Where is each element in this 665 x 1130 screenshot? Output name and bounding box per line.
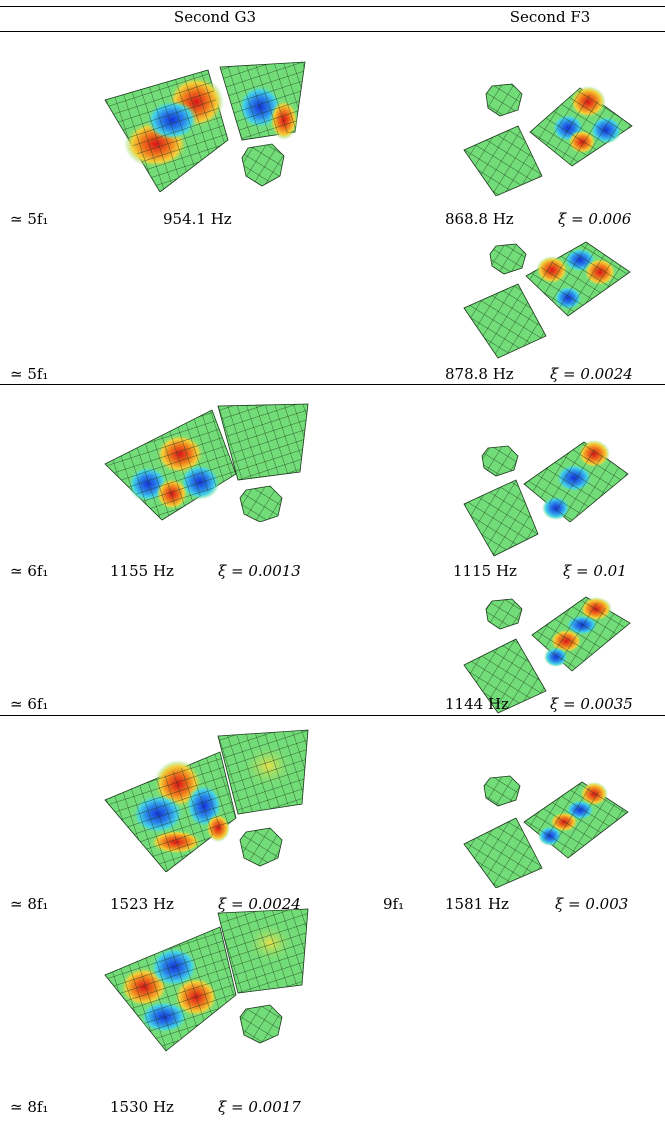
damping-label: ξ = 0.0013: [218, 562, 301, 580]
damping-label: ξ = 0.01: [563, 562, 627, 580]
mode-shape-f3-868: [463, 83, 633, 196]
harmonic-label: ≃ 6f₁: [10, 562, 49, 580]
column-header-g3: Second G3: [173, 8, 257, 26]
frequency-label: 868.8 Hz: [445, 210, 514, 228]
damping-label: ξ = 0.0024: [218, 895, 301, 913]
damping-label: ξ = 0.0024: [550, 365, 633, 383]
mode-shape-g3-1530: [104, 908, 309, 1052]
frequency-label: 1581 Hz: [445, 895, 509, 913]
mode-shape-g3-954: [104, 61, 306, 192]
section-rule-1: [0, 384, 665, 385]
frequency-label: 1523 Hz: [110, 895, 174, 913]
frequency-label: 878.8 Hz: [445, 365, 514, 383]
harmonic-label: ≃ 5f₁: [10, 210, 49, 228]
header-rule: [0, 31, 665, 32]
mode-shape-g3-1523: [104, 729, 309, 872]
harmonic-label: ≃ 8f₁: [10, 895, 49, 913]
frequency-label: 954.1 Hz: [163, 210, 232, 228]
harmonic-label: 9f₁: [383, 895, 405, 913]
mode-shape-f3-1581: [463, 775, 629, 888]
section-rule-2: [0, 715, 665, 716]
mode-shape-f3-1115: [463, 440, 629, 557]
frequency-label: 1115 Hz: [453, 562, 517, 580]
mode-shape-f3-1144: [463, 596, 631, 714]
mode-shape-f3-878: [463, 241, 631, 359]
frequency-label: 1530 Hz: [110, 1098, 174, 1116]
damping-label: ξ = 0.0035: [550, 695, 633, 713]
mode-shape-g3-1155: [104, 403, 309, 522]
column-header-f3: Second F3: [509, 8, 591, 26]
damping-label: ξ = 0.0017: [218, 1098, 301, 1116]
harmonic-label: ≃ 6f₁: [10, 695, 49, 713]
damping-label: ξ = 0.006: [558, 210, 632, 228]
top-rule: [0, 6, 665, 7]
harmonic-label: ≃ 8f₁: [10, 1098, 49, 1116]
harmonic-label: ≃ 5f₁: [10, 365, 49, 383]
frequency-label: 1155 Hz: [110, 562, 174, 580]
frequency-label: 1144 Hz: [445, 695, 509, 713]
damping-label: ξ = 0.003: [555, 895, 629, 913]
